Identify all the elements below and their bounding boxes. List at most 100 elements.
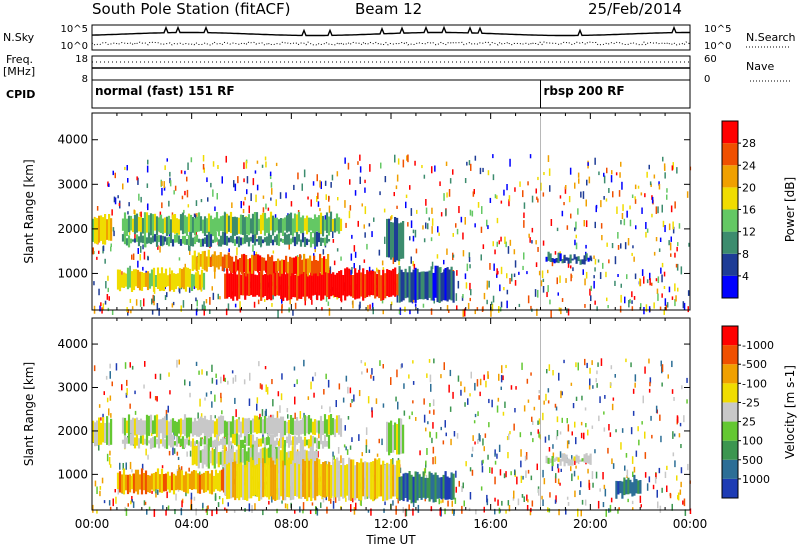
region-column [132, 473, 136, 494]
region-column [131, 434, 135, 445]
region-column [140, 272, 144, 291]
echo-dot [606, 242, 608, 247]
echo-dot [98, 250, 100, 254]
echo-dot [560, 390, 562, 399]
region-column [157, 419, 161, 436]
echo-dot [602, 472, 604, 480]
echo-dot [425, 460, 427, 465]
echo-dot [655, 237, 658, 242]
region-column [193, 236, 197, 245]
echo-dot [412, 261, 414, 267]
backscatter-region [121, 414, 343, 439]
region-column [199, 437, 203, 447]
region-column [163, 236, 167, 242]
region-column [152, 267, 156, 292]
echo-dot [429, 374, 432, 383]
echo-dot [168, 200, 170, 207]
echo-dot [499, 307, 502, 312]
echo-dot [651, 434, 653, 439]
echo-dot [561, 417, 563, 423]
echo-dot [659, 414, 661, 421]
region-column [163, 217, 167, 233]
echo-dot [154, 373, 157, 380]
echo-dot [504, 401, 506, 408]
echo-dot [143, 298, 145, 307]
region-column [125, 420, 129, 434]
x-tick-label: 00:00 [673, 517, 708, 531]
region-column [166, 275, 170, 287]
region-column [171, 434, 175, 448]
echo-dot [234, 397, 236, 404]
echo-dot [506, 273, 508, 279]
region-column [248, 462, 251, 499]
region-column [237, 236, 241, 248]
region-column [188, 473, 192, 489]
noise-left-tick-top: 10^5 [61, 24, 88, 35]
region-column [549, 458, 552, 464]
region-column [281, 416, 285, 439]
echo-dot [502, 411, 505, 416]
backscatter-region [121, 433, 331, 450]
region-column [135, 417, 139, 435]
echo-dot [629, 205, 631, 210]
region-column [440, 272, 443, 302]
echo-dot [474, 223, 476, 228]
region-column [291, 417, 295, 435]
region-column [317, 420, 321, 434]
echo-dot [294, 412, 296, 420]
echo-dot [119, 462, 121, 470]
region-column [307, 415, 311, 435]
echo-dot [231, 202, 233, 208]
echo-dot [549, 299, 551, 305]
region-column [283, 217, 287, 231]
echo-dot [381, 299, 384, 304]
region-column [316, 272, 319, 301]
echo-dot [324, 180, 327, 186]
region-column [223, 254, 226, 268]
region-column [235, 217, 239, 235]
region-column [279, 416, 283, 437]
region-column [195, 420, 199, 437]
region-column [273, 417, 277, 438]
echo-dot [595, 204, 598, 209]
echo-dot [625, 358, 627, 363]
region-column [186, 267, 190, 287]
region-column [299, 436, 303, 449]
echo-dot [471, 469, 474, 476]
echo-dot [349, 403, 352, 408]
echo-dot [672, 162, 674, 170]
region-column [362, 462, 365, 497]
region-column [332, 461, 335, 497]
echo-dot [523, 252, 525, 260]
echo-dot [472, 191, 475, 197]
region-column [151, 436, 155, 448]
echo-dot [672, 221, 674, 230]
echo-dot [190, 504, 192, 510]
region-column [121, 234, 125, 242]
region-column [147, 215, 151, 233]
echo-dot [206, 506, 208, 513]
echo-dot [218, 496, 221, 500]
echo-dot [462, 294, 464, 299]
echo-dot [427, 223, 429, 230]
region-column [301, 259, 304, 274]
echo-dot [364, 232, 366, 238]
echo-dot [680, 266, 683, 275]
region-column [384, 464, 387, 501]
region-column [448, 477, 451, 500]
echo-dot [514, 187, 516, 192]
region-column [398, 266, 401, 303]
echo-dot [317, 201, 320, 207]
echo-dot [531, 240, 533, 244]
region-column [245, 418, 249, 437]
echo-dot [332, 457, 334, 465]
region-column [164, 268, 168, 288]
echo-dot [590, 295, 592, 302]
echo-dot [313, 392, 315, 398]
echo-dot [140, 211, 142, 220]
region-column [311, 237, 315, 244]
echo-dot [479, 167, 482, 175]
region-column [275, 417, 279, 437]
echo-dot [648, 306, 651, 313]
echo-dot [641, 207, 643, 214]
